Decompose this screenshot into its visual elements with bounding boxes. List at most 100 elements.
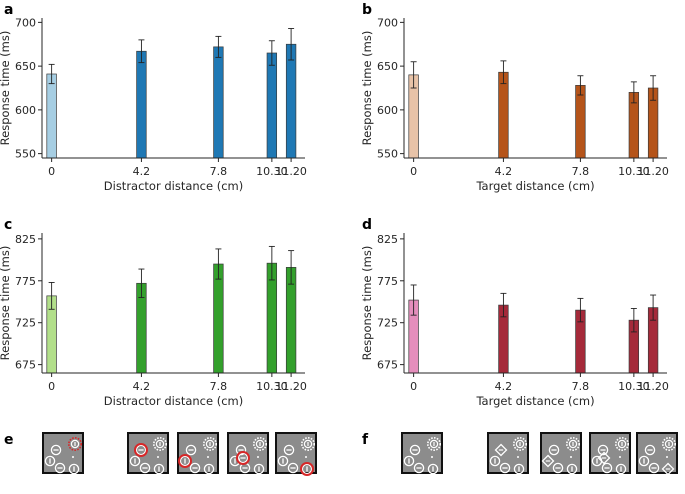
circle-bar-icon bbox=[185, 444, 197, 456]
fixation-dot bbox=[431, 456, 433, 458]
x-tick-label: 11.20 bbox=[637, 380, 669, 393]
fixation-dot bbox=[517, 456, 519, 458]
y-tick-label: 550 bbox=[15, 148, 36, 161]
panel-label-d: d bbox=[362, 217, 372, 233]
error-bar bbox=[500, 292, 507, 318]
y-axis-label: Response time (ms) bbox=[0, 31, 12, 146]
error-bar bbox=[48, 63, 55, 85]
circle-bar-icon bbox=[203, 463, 215, 475]
x-tick-label: 10.30 bbox=[256, 380, 288, 393]
error-bar bbox=[630, 307, 637, 333]
diamond-icon bbox=[597, 451, 611, 465]
stimulus-frame bbox=[401, 432, 443, 475]
x-tick-label: 10.30 bbox=[618, 380, 650, 393]
circle-bar-icon bbox=[68, 463, 80, 475]
fixation-dot bbox=[207, 456, 209, 458]
stimulus-row-f bbox=[401, 432, 678, 476]
circle-bar-icon bbox=[134, 443, 148, 457]
y-tick-label: 550 bbox=[377, 148, 398, 161]
fixation-dot bbox=[157, 456, 159, 458]
bar bbox=[136, 50, 147, 159]
stimulus-frame bbox=[636, 432, 678, 476]
y-tick-label: 600 bbox=[15, 104, 36, 117]
circle-bar-icon bbox=[615, 463, 627, 475]
diamond-icon bbox=[494, 443, 508, 457]
x-tick-label: 7.8 bbox=[210, 165, 228, 178]
circle-bar-icon bbox=[409, 444, 421, 456]
fixation-dot bbox=[666, 456, 668, 458]
x-tick-label: 11.20 bbox=[637, 165, 669, 178]
y-axis-label: Response time (ms) bbox=[360, 246, 374, 361]
circle-bar-icon bbox=[153, 463, 165, 475]
x-tick-label: 11.20 bbox=[275, 380, 307, 393]
panel-label-a: a bbox=[4, 2, 13, 18]
error-bar bbox=[288, 28, 295, 61]
y-tick-label: 600 bbox=[377, 104, 398, 117]
bar bbox=[498, 71, 509, 159]
circle-bar-icon bbox=[597, 444, 609, 456]
x-tick-label: 7.8 bbox=[210, 380, 228, 393]
stimulus-frame bbox=[487, 432, 529, 475]
circle-bar-icon bbox=[129, 455, 141, 467]
x-tick-label: 0 bbox=[48, 165, 55, 178]
error-bar bbox=[268, 245, 275, 281]
circle-bar-icon bbox=[50, 444, 62, 456]
error-bar bbox=[500, 60, 507, 85]
circle-bar-icon bbox=[489, 455, 501, 467]
error-bar bbox=[215, 248, 222, 280]
bar bbox=[46, 73, 57, 159]
target-icon bbox=[152, 437, 167, 451]
x-tick-label: 4.2 bbox=[495, 165, 513, 178]
stimulus-frame bbox=[540, 432, 582, 475]
y-tick-label: 650 bbox=[377, 60, 398, 73]
target-icon bbox=[661, 437, 676, 451]
error-bar bbox=[138, 39, 145, 64]
x-tick-label: 4.2 bbox=[133, 165, 151, 178]
x-axis-label: Target distance (cm) bbox=[475, 179, 594, 193]
circle-bar-icon bbox=[566, 463, 578, 475]
circle-bar-icon bbox=[413, 462, 425, 474]
fixation-dot bbox=[257, 456, 259, 458]
fixation-dot bbox=[619, 456, 621, 458]
stimulus-frame bbox=[42, 432, 84, 475]
panel-label-b: b bbox=[362, 2, 372, 18]
x-tick-label: 7.8 bbox=[572, 380, 590, 393]
circle-bar-icon bbox=[548, 444, 560, 456]
error-bar bbox=[410, 284, 417, 316]
diamond-icon bbox=[541, 454, 555, 468]
x-tick-label: 0 bbox=[410, 380, 417, 393]
y-tick-label: 775 bbox=[15, 275, 36, 288]
y-tick-label: 825 bbox=[377, 233, 398, 246]
circle-bar-icon bbox=[189, 462, 201, 474]
bar bbox=[213, 263, 224, 374]
circle-bar-icon bbox=[139, 462, 151, 474]
circle-bar-icon bbox=[403, 455, 415, 467]
target-icon bbox=[252, 437, 267, 451]
target-icon bbox=[565, 437, 580, 451]
circle-bar-icon bbox=[54, 462, 66, 474]
circle-bar-icon bbox=[499, 462, 511, 474]
y-tick-label: 825 bbox=[15, 233, 36, 246]
y-tick-label: 650 bbox=[15, 60, 36, 73]
error-bar bbox=[650, 294, 657, 321]
circle-bar-icon bbox=[253, 463, 265, 475]
x-tick-label: 10.30 bbox=[618, 165, 650, 178]
x-axis-label: Distractor distance (cm) bbox=[104, 394, 243, 408]
x-tick-label: 7.8 bbox=[572, 165, 590, 178]
y-axis-label: Response time (ms) bbox=[0, 246, 12, 361]
error-bar bbox=[138, 268, 145, 299]
bar bbox=[213, 46, 224, 159]
y-tick-label: 725 bbox=[377, 317, 398, 330]
circle-bar-icon bbox=[552, 462, 564, 474]
panel-label-f: f bbox=[362, 432, 369, 448]
stimulus-frame bbox=[275, 432, 317, 476]
panel-label-c: c bbox=[4, 217, 12, 233]
bar bbox=[266, 52, 278, 159]
circle-bar-icon bbox=[235, 444, 247, 456]
y-tick-label: 675 bbox=[15, 359, 36, 372]
circle-bar-icon bbox=[601, 462, 613, 474]
error-bar bbox=[577, 75, 584, 96]
